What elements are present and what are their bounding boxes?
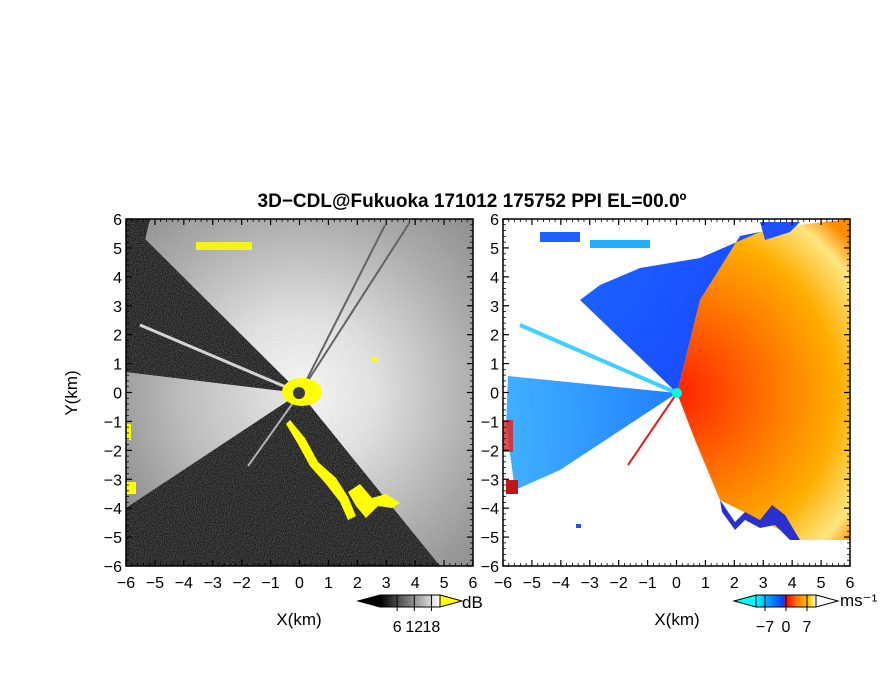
snr-colorbar-high-arrow <box>439 594 464 608</box>
x-tick-label: 5 <box>817 575 826 592</box>
x-tick-label: 3 <box>759 575 768 592</box>
snr-colorbar-unit: dB <box>462 593 483 612</box>
colorbar-tick-label: −7 <box>756 619 774 636</box>
x-tick-label: 2 <box>730 575 739 592</box>
y-tick-label: 1 <box>490 357 499 374</box>
snr-saturated-edge <box>286 420 356 520</box>
colorbar-tick-label: 18 <box>423 619 441 636</box>
y-tick-label: −1 <box>104 414 122 431</box>
snr-saturated-patch <box>126 424 131 440</box>
x-tick-label: 3 <box>382 575 391 592</box>
y-tick-label: −6 <box>104 559 122 576</box>
x-tick-label: −5 <box>146 575 164 592</box>
x-tick-label: 0 <box>295 575 304 592</box>
velocity-colorbar-high-arrow <box>815 594 840 608</box>
velocity-edge <box>720 500 800 540</box>
velocity-x-axis-label: X(km) <box>654 610 699 629</box>
snr-colorbar-ticks: 6 12 18 <box>393 595 441 636</box>
colorbar-tick-label: 0 <box>782 619 791 636</box>
y-tick-label: 0 <box>490 386 499 403</box>
x-tick-label: 1 <box>324 575 333 592</box>
y-tick-label: 2 <box>113 328 122 345</box>
x-tick-label: 6 <box>469 575 478 592</box>
y-tick-label: −5 <box>481 530 499 547</box>
x-tick-label: −1 <box>261 575 279 592</box>
velocity-scatter <box>503 420 513 452</box>
radar-site <box>672 388 682 398</box>
x-tick-label: −3 <box>581 575 599 592</box>
colorbar-tick-label: 7 <box>803 619 812 636</box>
x-tick-label: 4 <box>411 575 420 592</box>
y-tick-label: 3 <box>113 299 122 316</box>
snr-colorbar: dB 6 12 18 <box>356 593 483 636</box>
snr-saturated-patch <box>196 242 252 250</box>
x-tick-label: −1 <box>638 575 656 592</box>
x-tick-label: −6 <box>117 575 135 592</box>
snr-x-axis-label: X(km) <box>276 610 321 629</box>
y-tick-label: −1 <box>481 414 499 431</box>
y-tick-label: 6 <box>113 212 122 229</box>
x-tick-label: 6 <box>846 575 855 592</box>
x-tick-label: −5 <box>523 575 541 592</box>
x-tick-label: −3 <box>204 575 222 592</box>
colorbar-tick-label: 12 <box>405 619 423 636</box>
velocity-cold-sector <box>760 222 800 240</box>
y-tick-label: 0 <box>113 386 122 403</box>
velocity-colorbar-ticks: −7 0 7 <box>756 595 812 636</box>
figure-title: 3D−CDL@Fukuoka 171012 175752 PPI EL=00.0… <box>258 191 687 212</box>
velocity-cold-sector <box>580 226 790 393</box>
snr-saturated-edge <box>348 484 400 518</box>
radar-site <box>293 387 305 399</box>
y-tick-label: −4 <box>481 501 499 518</box>
x-tick-label: 2 <box>353 575 362 592</box>
x-tick-label: 5 <box>440 575 449 592</box>
velocity-colorbar-unit: ms⁻¹ <box>840 591 878 610</box>
x-tick-label: −4 <box>552 575 570 592</box>
y-tick-label: −2 <box>481 443 499 460</box>
y-tick-label: 6 <box>490 212 499 229</box>
snr-y-axis-label: Y(km) <box>62 370 81 415</box>
velocity-beam-streak <box>627 392 678 466</box>
y-tick-label: −2 <box>104 443 122 460</box>
snr-colorbar-low-arrow <box>356 594 381 608</box>
axes-layer: −6 −5 −4 −3 −2 −1 0 1 2 3 4 5 6−6−5−4−3−2−10123456−6… <box>104 212 855 592</box>
y-tick-label: −3 <box>481 472 499 489</box>
velocity-west-sector <box>506 376 677 490</box>
velocity-scatter <box>540 232 580 242</box>
y-tick-label: 5 <box>490 241 499 258</box>
x-tick-label: −6 <box>494 575 512 592</box>
y-tick-label: −3 <box>104 472 122 489</box>
x-tick-label: 4 <box>788 575 797 592</box>
y-tick-label: −5 <box>104 530 122 547</box>
x-tick-label: −2 <box>233 575 251 592</box>
y-tick-label: −6 <box>481 559 499 576</box>
y-tick-label: 2 <box>490 328 499 345</box>
velocity-colorbar: ms⁻¹ −7 0 7 <box>732 591 878 636</box>
y-tick-label: 5 <box>113 241 122 258</box>
velocity-scatter <box>506 480 518 494</box>
y-tick-label: 4 <box>113 270 122 287</box>
colorbar-tick-label: 6 <box>393 619 402 636</box>
velocity-beam-streak <box>519 323 678 395</box>
x-tick-label: −4 <box>175 575 193 592</box>
x-tick-label: 0 <box>672 575 681 592</box>
velocity-scatter <box>590 240 650 248</box>
velocity-scatter <box>576 524 581 528</box>
y-tick-label: 3 <box>490 299 499 316</box>
velocity-warm-sector <box>677 219 850 540</box>
velocity-panel <box>503 219 850 566</box>
snr-saturated-patch <box>372 357 378 362</box>
x-tick-label: 1 <box>701 575 710 592</box>
x-tick-label: −2 <box>610 575 628 592</box>
snr-panel <box>126 219 473 566</box>
y-tick-label: −4 <box>104 501 122 518</box>
y-tick-label: 4 <box>490 270 499 287</box>
velocity-colorbar-low-arrow <box>732 594 757 608</box>
snr-saturated-patch <box>126 482 136 494</box>
y-tick-label: 1 <box>113 357 122 374</box>
